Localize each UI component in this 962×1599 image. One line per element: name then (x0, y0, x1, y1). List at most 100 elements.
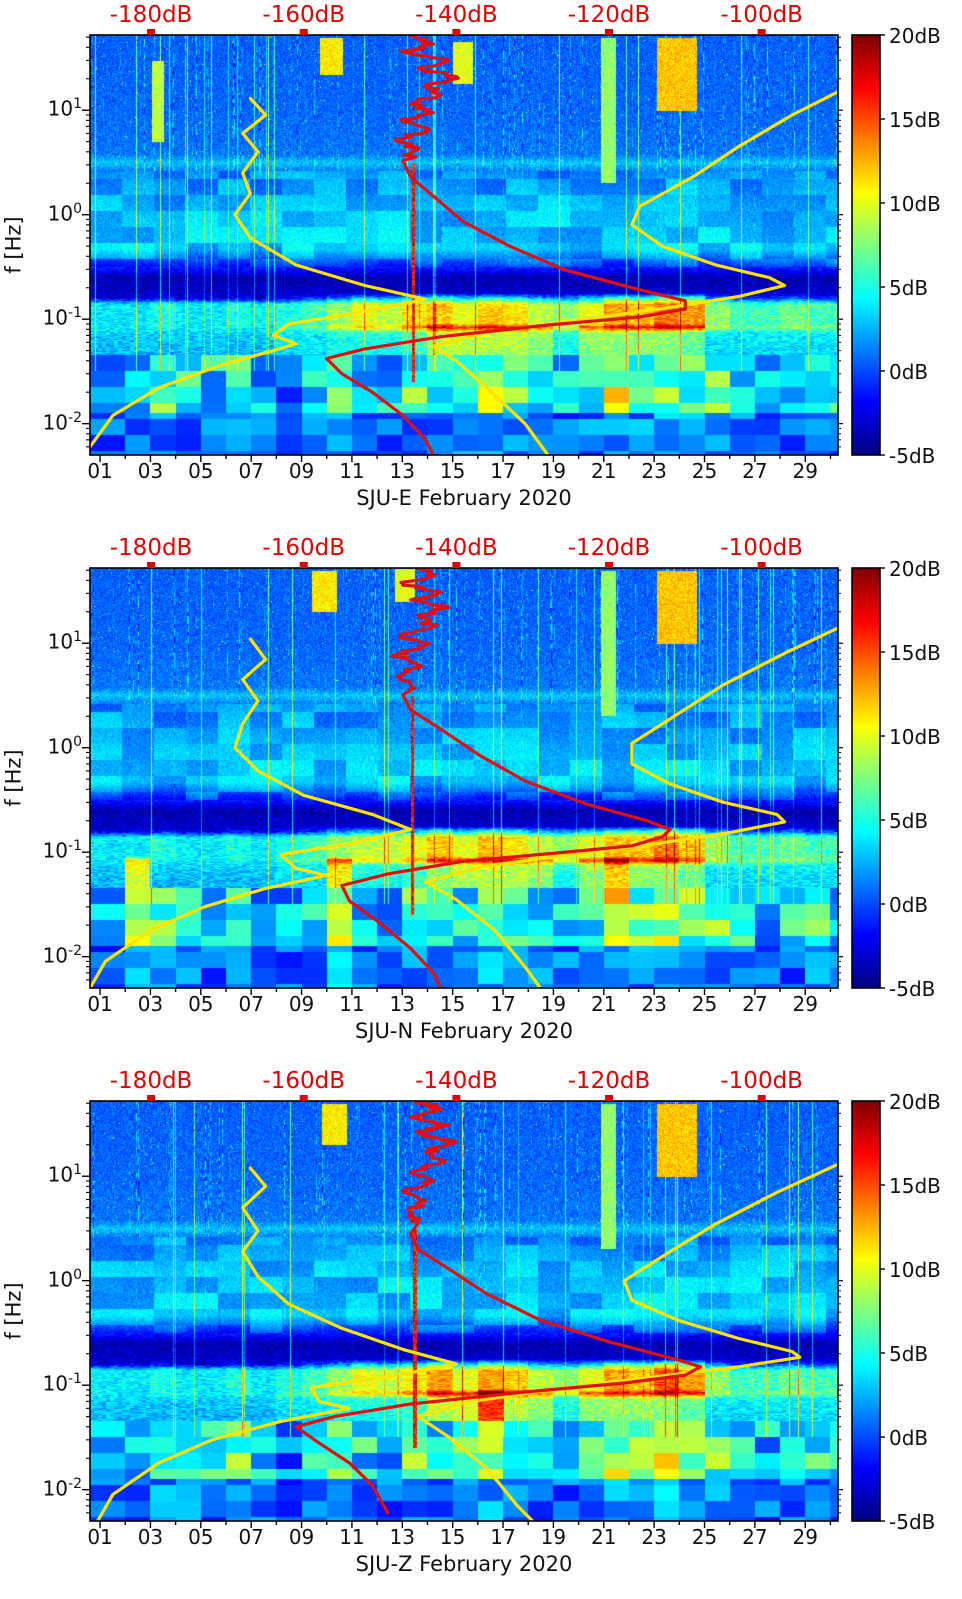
colorbar-tick-label: 5dB (889, 809, 929, 833)
x-tick-label: 19 (540, 459, 567, 483)
x-tick-label: 29 (792, 992, 818, 1016)
top-db-tick-label: -140dB (415, 2, 498, 28)
x-tick-label: 15 (439, 1525, 466, 1549)
y-tick-label: 100 (47, 200, 82, 226)
colorbar-tick-label: 5dB (889, 1342, 929, 1366)
x-tick-label: 09 (288, 459, 315, 483)
colorbar-gradient (852, 35, 880, 455)
x-tick-label: 27 (742, 1525, 768, 1549)
x-tick-label: 19 (540, 992, 567, 1016)
x-tick-label: 29 (792, 459, 818, 483)
x-tick-label: 11 (339, 459, 365, 483)
colorbar-tick-label: -5dB (889, 1510, 936, 1534)
x-tick-label: 27 (742, 459, 768, 483)
colorbar-tick-label: 20dB (889, 557, 941, 581)
x-tick-label: 17 (490, 459, 516, 483)
x-tick-label: 03 (137, 459, 164, 483)
colorbar-tick-label: 15dB (889, 641, 941, 665)
panel-sju-z: f [Hz] SJU-Z February 2020 -180dB -160dB -… (0, 1066, 962, 1599)
x-tick-label: 23 (641, 459, 667, 483)
spectrogram-canvas (90, 1101, 838, 1521)
y-tick-label: 101 (47, 96, 82, 121)
x-tick-label: 01 (87, 992, 113, 1016)
x-axis-title: SJU-Z February 2020 (355, 1552, 573, 1576)
x-tick-label: 21 (591, 992, 617, 1016)
y-tick-label: 10-2 (42, 942, 82, 968)
spectrogram-canvas (90, 35, 838, 455)
y-axis-label: f [Hz] (2, 1282, 26, 1340)
x-tick-label: 07 (238, 992, 264, 1016)
x-tick-label: 25 (691, 459, 718, 483)
panel-sju-e: f [Hz] SJU-E February 2020 -180dB -160dB -… (0, 0, 962, 533)
y-tick-label: 10-1 (42, 1371, 82, 1396)
x-tick-label: 05 (188, 992, 214, 1016)
x-tick-label: 01 (87, 459, 113, 483)
x-tick-label: 21 (591, 459, 617, 483)
x-tick-label: 11 (339, 1525, 365, 1549)
top-db-tick-label: -160dB (262, 2, 345, 28)
x-tick-label: 13 (389, 459, 415, 483)
top-db-tick-label: -120dB (567, 2, 651, 28)
y-tick-label: 100 (47, 733, 82, 759)
x-tick-label: 27 (742, 992, 768, 1016)
colorbar-tick-label: 20dB (889, 24, 941, 48)
x-tick-label: 05 (188, 459, 214, 483)
colorbar-gradient (852, 1101, 880, 1521)
top-db-tick-label: -140dB (415, 1068, 498, 1094)
y-axis-label: f [Hz] (2, 216, 26, 274)
y-tick-label: 101 (47, 629, 82, 654)
top-db-tick-label: -140dB (415, 535, 498, 561)
x-tick-label: 03 (137, 992, 164, 1016)
y-tick-label: 10-1 (42, 305, 82, 330)
x-tick-label: 07 (238, 1525, 264, 1549)
colorbar-tick-label: 10dB (889, 192, 941, 216)
colorbar-tick-label: 10dB (889, 725, 941, 749)
colorbar-tick-label: 0dB (889, 360, 929, 384)
colorbar-tick-label: 15dB (889, 1174, 941, 1198)
colorbar-tick-label: -5dB (889, 444, 936, 468)
x-axis-title: SJU-N February 2020 (354, 1019, 574, 1043)
y-tick-label: 101 (47, 1162, 82, 1187)
x-tick-label: 29 (792, 1525, 818, 1549)
colorbar-tick-label: 0dB (889, 1426, 929, 1450)
colorbar-tick-label: 0dB (889, 893, 929, 917)
x-tick-label: 25 (691, 992, 718, 1016)
x-tick-label: 11 (339, 992, 365, 1016)
x-tick-label: 17 (490, 1525, 516, 1549)
top-db-tick-label: -100dB (720, 1068, 803, 1094)
y-tick-label: 10-2 (42, 409, 82, 435)
x-tick-label: 01 (87, 1525, 113, 1549)
panel-sju-n: f [Hz] SJU-N February 2020 -180dB -160dB -… (0, 533, 962, 1066)
colorbar-tick-label: -5dB (889, 977, 936, 1001)
x-tick-label: 03 (137, 1525, 164, 1549)
x-tick-label: 09 (288, 1525, 315, 1549)
top-db-tick-label: -160dB (262, 1068, 345, 1094)
spectrogram-canvas (90, 568, 838, 988)
top-db-tick-label: -100dB (720, 2, 803, 28)
y-axis-label: f [Hz] (2, 749, 26, 807)
x-tick-label: 19 (540, 1525, 567, 1549)
x-tick-label: 13 (389, 1525, 415, 1549)
y-tick-label: 10-2 (42, 1475, 82, 1501)
colorbar-gradient (852, 568, 880, 988)
top-db-tick-label: -100dB (720, 535, 803, 561)
top-db-tick-label: -180dB (109, 2, 193, 28)
colorbar-tick-label: 15dB (889, 108, 941, 132)
top-db-tick-label: -160dB (262, 535, 345, 561)
colorbar-tick-label: 10dB (889, 1258, 941, 1282)
y-tick-label: 10-1 (42, 838, 82, 863)
x-tick-label: 15 (439, 992, 466, 1016)
x-axis-title: SJU-E February 2020 (356, 486, 572, 510)
x-tick-label: 17 (490, 992, 516, 1016)
top-db-tick-label: -180dB (109, 1068, 193, 1094)
x-tick-label: 21 (591, 1525, 617, 1549)
y-tick-label: 100 (47, 1266, 82, 1292)
x-tick-label: 13 (389, 992, 415, 1016)
x-tick-label: 09 (288, 992, 315, 1016)
colorbar-tick-label: 5dB (889, 276, 929, 300)
x-tick-label: 15 (439, 459, 466, 483)
top-db-tick-label: -120dB (567, 1068, 651, 1094)
colorbar-tick-label: 20dB (889, 1090, 941, 1114)
top-db-tick-label: -120dB (567, 535, 651, 561)
x-tick-label: 07 (238, 459, 264, 483)
